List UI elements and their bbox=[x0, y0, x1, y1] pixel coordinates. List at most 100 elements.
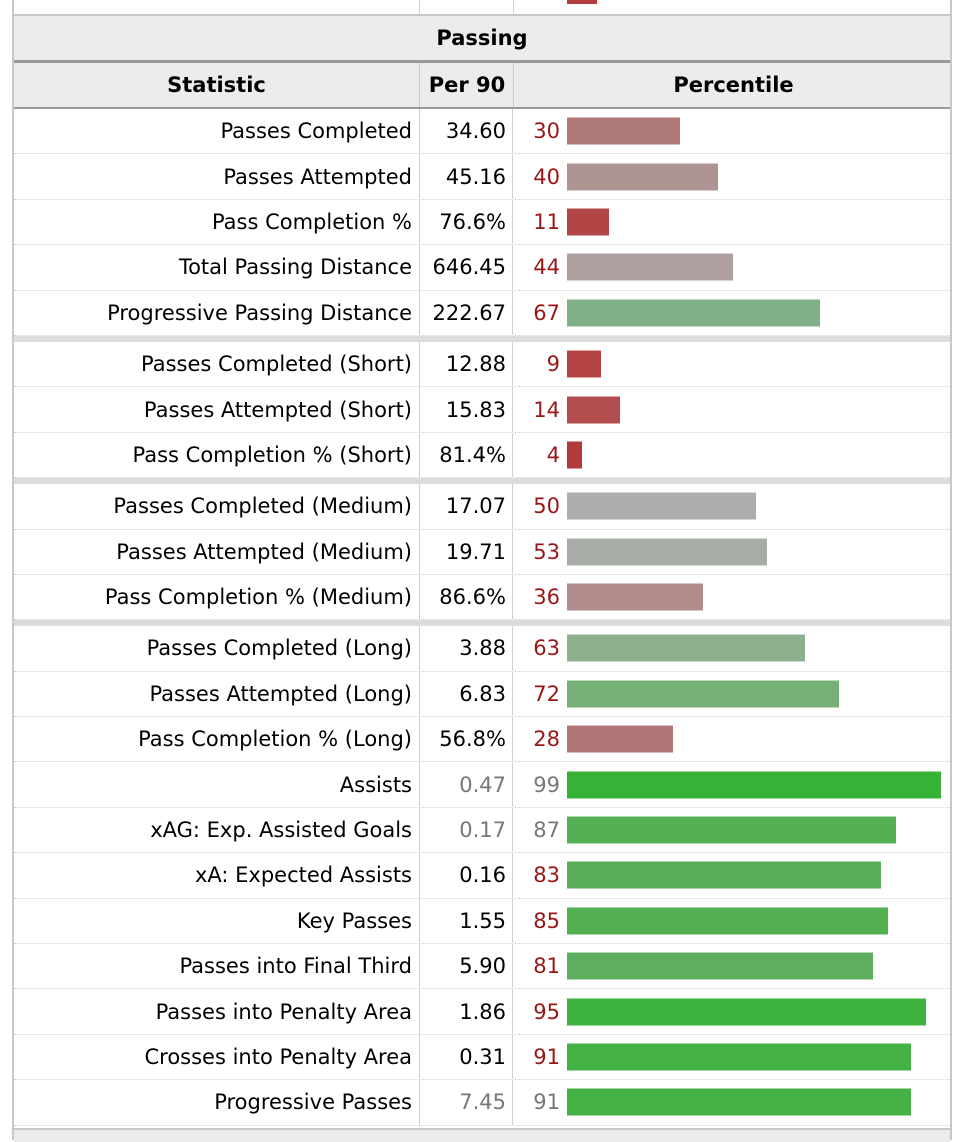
percentile-value: 28 bbox=[533, 727, 560, 752]
per90-value: 1.55 bbox=[419, 898, 513, 944]
stat-name[interactable]: Progressive Passes bbox=[214, 1090, 412, 1115]
stat-name[interactable]: Passes Attempted bbox=[223, 164, 412, 189]
percentile-value: 99 bbox=[533, 772, 560, 797]
stat-name[interactable]: Passes Attempted (Long) bbox=[149, 681, 412, 706]
header-per90[interactable]: Per 90 bbox=[419, 63, 514, 107]
stat-name[interactable]: Key Passes bbox=[296, 908, 412, 933]
per90-value: 3.88 bbox=[419, 626, 513, 671]
table-row: Pass Completion % (Long) 56.8% 28 bbox=[14, 717, 950, 763]
column-header-row: Statistic Per 90 Percentile bbox=[14, 63, 950, 109]
passing-stats-table: Passing Statistic Per 90 Percentile Pass… bbox=[12, 0, 952, 1142]
table-row: Passes Completed (Short) 12.88 9 bbox=[14, 335, 950, 388]
stat-name[interactable]: Pass Completion % bbox=[211, 209, 412, 234]
table-row: Total Passing Distance 646.45 44 bbox=[14, 245, 950, 291]
percentile-value: 53 bbox=[533, 539, 560, 564]
percentile-bar bbox=[567, 583, 703, 611]
header-percentile[interactable]: Percentile bbox=[513, 63, 953, 107]
stat-name[interactable]: Passes Attempted (Short) bbox=[143, 397, 412, 422]
table-row: Passes into Penalty Area 1.86 95 bbox=[14, 989, 950, 1035]
previous-table-row bbox=[14, 0, 950, 16]
stat-name[interactable]: Assists bbox=[339, 772, 412, 797]
per90-value: 0.17 bbox=[419, 807, 513, 853]
table-row: Pass Completion % 76.6% 11 bbox=[14, 199, 950, 246]
stat-name[interactable]: Pass Completion % (Medium) bbox=[104, 585, 412, 610]
percentile-value: 44 bbox=[533, 255, 560, 280]
table-row: Pass Completion % (Medium) 86.6% 36 bbox=[14, 574, 950, 621]
table-row: Passes Completed (Long) 3.88 63 bbox=[14, 620, 950, 672]
percentile-bar bbox=[567, 861, 881, 889]
percentile-bar bbox=[567, 1088, 911, 1116]
table-row: Key Passes 1.55 85 bbox=[14, 898, 950, 945]
stat-name[interactable]: xAG: Exp. Assisted Goals bbox=[150, 818, 412, 843]
table-row: xA: Expected Assists 0.16 83 bbox=[14, 853, 950, 899]
per90-value: 15.83 bbox=[419, 387, 513, 432]
percentile-bar bbox=[567, 0, 597, 4]
table-body: Passes Completed 34.60 30 Passes Attempted 4… bbox=[14, 109, 950, 1126]
per90-value: 7.45 bbox=[419, 1080, 513, 1125]
stat-name[interactable]: Passes into Penalty Area bbox=[155, 999, 412, 1024]
stat-name[interactable]: Passes Completed (Long) bbox=[146, 636, 412, 661]
per90-value: 12.88 bbox=[419, 341, 513, 387]
table-row: Assists 0.47 99 bbox=[14, 762, 950, 808]
percentile-bar bbox=[567, 771, 941, 799]
stat-name[interactable]: Progressive Passing Distance bbox=[107, 300, 412, 325]
percentile-value: 14 bbox=[533, 397, 560, 422]
percentile-value: 91 bbox=[533, 1045, 560, 1069]
percentile-bar bbox=[567, 396, 620, 424]
per90-value: 0.31 bbox=[419, 1034, 513, 1080]
per90-value: 56.8% bbox=[419, 717, 513, 762]
percentile-bar bbox=[567, 907, 888, 935]
header-statistic[interactable]: Statistic bbox=[167, 73, 266, 97]
per90-value: 222.67 bbox=[419, 290, 513, 335]
percentile-bar bbox=[567, 1043, 911, 1071]
table-row: Passes Attempted (Long) 6.83 72 bbox=[14, 671, 950, 718]
percentile-value: 72 bbox=[533, 681, 560, 706]
per90-value: 1.86 bbox=[419, 989, 513, 1034]
stat-name[interactable]: Passes Completed (Medium) bbox=[113, 494, 412, 519]
next-table-header bbox=[14, 1128, 950, 1142]
stat-name[interactable]: Pass Completion % (Long) bbox=[138, 727, 412, 752]
percentile-bar bbox=[567, 634, 805, 662]
stat-name[interactable]: Total Passing Distance bbox=[178, 255, 412, 280]
stat-name[interactable]: Passes Completed bbox=[220, 119, 412, 144]
stat-name[interactable]: xA: Expected Assists bbox=[194, 863, 412, 888]
table-row: xAG: Exp. Assisted Goals 0.17 87 bbox=[14, 807, 950, 854]
table-row: Progressive Passes 7.45 91 bbox=[14, 1080, 950, 1126]
table-row: Progressive Passing Distance 222.67 67 bbox=[14, 290, 950, 336]
table-row: Pass Completion % (Short) 81.4% 4 bbox=[14, 432, 950, 479]
per90-value: 646.45 bbox=[419, 245, 513, 290]
stat-name[interactable]: Crosses into Penalty Area bbox=[144, 1045, 412, 1069]
percentile-bar bbox=[567, 492, 756, 520]
percentile-value: 63 bbox=[533, 636, 560, 661]
table-row: Passes Completed 34.60 30 bbox=[14, 109, 950, 155]
percentile-bar bbox=[567, 998, 926, 1026]
table-row: Passes into Final Third 5.90 81 bbox=[14, 944, 950, 990]
per90-value: 0.16 bbox=[419, 853, 513, 898]
percentile-value: 11 bbox=[533, 209, 560, 234]
stat-name[interactable]: Passes Completed (Short) bbox=[141, 352, 412, 377]
per90-value: 6.83 bbox=[419, 671, 513, 717]
table-row: Crosses into Penalty Area 0.31 91 bbox=[14, 1034, 950, 1081]
percentile-value: 9 bbox=[546, 352, 560, 377]
column-divider bbox=[419, 0, 420, 14]
percentile-value: 4 bbox=[546, 442, 560, 467]
stat-name[interactable]: Passes into Final Third bbox=[179, 954, 412, 979]
percentile-value: 50 bbox=[533, 494, 560, 519]
percentile-value: 83 bbox=[533, 863, 560, 888]
table-row: Passes Attempted (Short) 15.83 14 bbox=[14, 387, 950, 433]
per90-value: 76.6% bbox=[419, 199, 513, 245]
column-divider bbox=[513, 0, 514, 14]
table-row: Passes Completed (Medium) 17.07 50 bbox=[14, 478, 950, 530]
table-row: Passes Attempted (Medium) 19.71 53 bbox=[14, 529, 950, 575]
percentile-bar bbox=[567, 816, 896, 844]
percentile-bar bbox=[567, 680, 839, 708]
percentile-value: 40 bbox=[533, 164, 560, 189]
stat-name[interactable]: Pass Completion % (Short) bbox=[132, 442, 412, 467]
stat-name[interactable]: Passes Attempted (Medium) bbox=[116, 539, 412, 564]
per90-value: 17.07 bbox=[419, 484, 513, 529]
percentile-value: 36 bbox=[533, 585, 560, 610]
percentile-bar bbox=[567, 952, 873, 980]
per90-value: 5.90 bbox=[419, 944, 513, 989]
percentile-value: 85 bbox=[533, 908, 560, 933]
percentile-bar bbox=[567, 299, 820, 327]
